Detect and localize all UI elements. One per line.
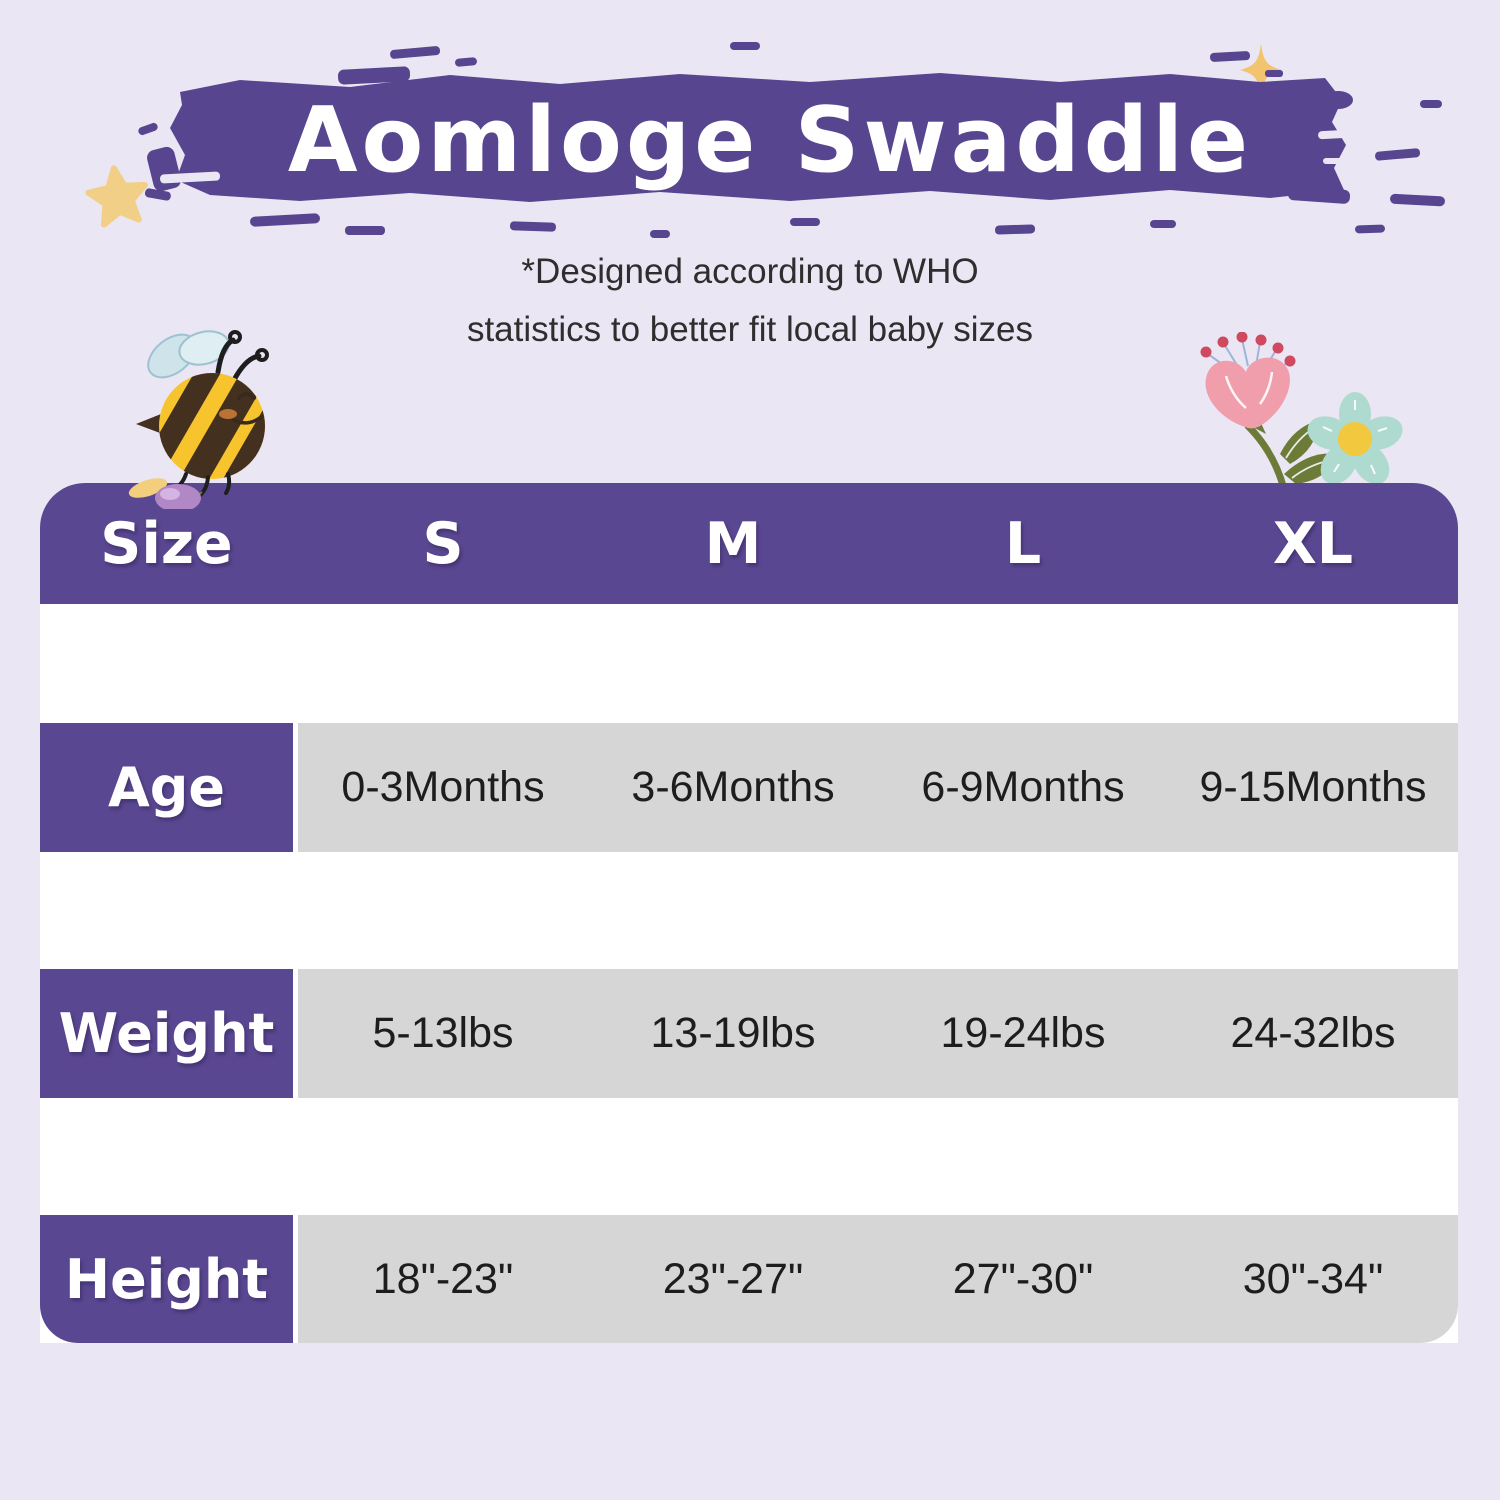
weight-value-s: 5-13lbs: [298, 969, 588, 1098]
weight-value-l: 19-24lbs: [878, 969, 1168, 1098]
subtitle-line-2: statistics to better fit local baby size…: [466, 310, 1034, 349]
spacer-row: [40, 604, 1458, 723]
subtitle-line-1: *Designed according to WHO: [521, 252, 979, 291]
flowers-icon: [1200, 332, 1403, 492]
title-banner: Aomloge Swaddle: [90, 30, 1450, 250]
header-cell-size: Size: [100, 510, 233, 577]
header-cell-l: L: [1004, 510, 1042, 577]
height-value-xl: 30"-34": [1168, 1215, 1458, 1343]
age-value-m: 3-6Months: [588, 723, 878, 852]
weight-value-xl: 24-32lbs: [1168, 969, 1458, 1098]
header-cell-s: S: [422, 510, 464, 577]
sparkle-icon: [1240, 43, 1282, 97]
row-label-weight: Weight: [40, 969, 293, 1098]
spacer-row: [40, 1098, 1458, 1215]
header-cell-xl: XL: [1272, 510, 1354, 577]
page-title: Aomloge Swaddle: [287, 87, 1253, 193]
height-value-m: 23"-27": [588, 1215, 878, 1343]
header-cell-m: M: [704, 510, 762, 577]
size-chart-table: Size S M L XL Age 0-3Months 3-6Months 6-…: [40, 483, 1458, 1343]
row-label-age: Age: [40, 723, 293, 852]
table-row-weight: Weight 5-13lbs 13-19lbs 19-24lbs 24-32lb…: [40, 969, 1458, 1098]
brush-stroke-background: [138, 42, 1445, 238]
row-label-height: Height: [40, 1215, 293, 1343]
size-chart-header-row: Size S M L XL: [40, 483, 1458, 604]
subtitle: *Designed according to WHO statistics to…: [0, 243, 1500, 359]
table-row-age: Age 0-3Months 3-6Months 6-9Months 9-15Mo…: [40, 723, 1458, 852]
weight-value-m: 13-19lbs: [588, 969, 878, 1098]
age-value-s: 0-3Months: [298, 723, 588, 852]
height-value-l: 27"-30": [878, 1215, 1168, 1343]
bee-icon: [128, 330, 269, 509]
age-value-l: 6-9Months: [878, 723, 1168, 852]
age-value-xl: 9-15Months: [1168, 723, 1458, 852]
table-row-height: Height 18"-23" 23"-27" 27"-30" 30"-34": [40, 1215, 1458, 1343]
height-value-s: 18"-23": [298, 1215, 588, 1343]
star-icon: [85, 165, 148, 228]
spacer-row: [40, 852, 1458, 969]
